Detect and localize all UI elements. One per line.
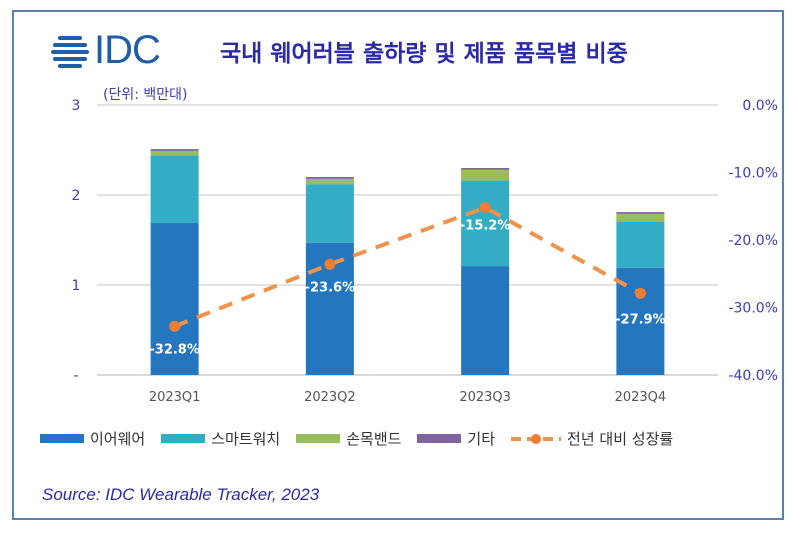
bar-손목밴드 <box>305 178 354 185</box>
chart-title: 국내 웨어러블 출하량 및 제품 품목별 비중 <box>220 41 628 67</box>
bar-기타 <box>305 177 354 179</box>
growth-line <box>173 205 642 329</box>
legend-label: 기타 <box>467 430 496 448</box>
growth-data-label: -27.9% <box>615 312 666 327</box>
growth-data-label: -32.8% <box>149 342 200 357</box>
legend-swatch <box>417 434 462 443</box>
y-axis-unit: (단위: 백만대) <box>103 87 188 103</box>
bar-스마트워치 <box>616 222 665 268</box>
x-tick-label: 2023Q3 <box>459 390 511 405</box>
growth-point <box>324 258 336 270</box>
legend-swatch <box>161 434 206 443</box>
bar-기타 <box>616 212 665 214</box>
source-note: Source: IDC Wearable Tracker, 2023 <box>42 485 320 504</box>
bar-스마트워치 <box>150 155 199 223</box>
y2-tick-label: -10.0% <box>728 166 778 182</box>
legend-item: 전년 대비 성장률 <box>511 428 673 449</box>
x-tick-label: 2023Q2 <box>304 390 356 405</box>
chart-frame <box>12 10 784 520</box>
x-tick-label: 2023Q4 <box>615 390 667 405</box>
growth-data-label: -15.2% <box>460 219 511 234</box>
idc-logo: IDC <box>50 28 161 73</box>
legend-label: 이어웨어 <box>90 430 146 448</box>
y-tick-label: 3 <box>72 98 81 114</box>
y2-tick-label: 0.0% <box>742 98 778 114</box>
legend-line-swatch <box>511 433 562 444</box>
legend-label: 전년 대비 성장률 <box>567 430 674 448</box>
y2-tick-label: -20.0% <box>728 233 778 249</box>
x-tick-label: 2023Q1 <box>149 390 201 405</box>
y2-tick-label: -40.0% <box>728 368 778 384</box>
legend-item: 스마트워치 <box>161 428 280 449</box>
bar-손목밴드 <box>461 169 510 181</box>
bar-기타 <box>150 149 199 151</box>
y2-tick-label: -30.0% <box>728 301 778 317</box>
growth-point <box>479 202 491 214</box>
logo-text: IDC <box>94 28 161 72</box>
bar-이어웨어 <box>150 222 199 375</box>
bar-이어웨어 <box>461 266 510 375</box>
bar-스마트워치 <box>461 180 510 267</box>
bar-스마트워치 <box>305 184 354 243</box>
legend-item: 이어웨어 <box>40 428 145 449</box>
legend-label: 손목밴드 <box>346 430 402 448</box>
legend-swatch <box>40 434 84 443</box>
y-tick-label: 2 <box>72 188 81 204</box>
y-tick-label: - <box>73 368 78 384</box>
growth-point <box>169 320 181 332</box>
bar-손목밴드 <box>616 213 665 222</box>
legend: 이어웨어 스마트워치 손목밴드 기타 전년 대비 성장률 <box>40 428 673 449</box>
growth-data-label: -23.6% <box>305 280 356 295</box>
bar-기타 <box>461 168 510 170</box>
bar-손목밴드 <box>150 150 199 156</box>
legend-item: 기타 <box>417 428 495 449</box>
legend-swatch <box>296 434 341 443</box>
globe-icon <box>51 35 89 68</box>
legend-item: 손목밴드 <box>296 428 401 449</box>
growth-point <box>634 287 646 299</box>
legend-label: 스마트워치 <box>211 430 281 448</box>
y-tick-label: 1 <box>72 278 81 294</box>
